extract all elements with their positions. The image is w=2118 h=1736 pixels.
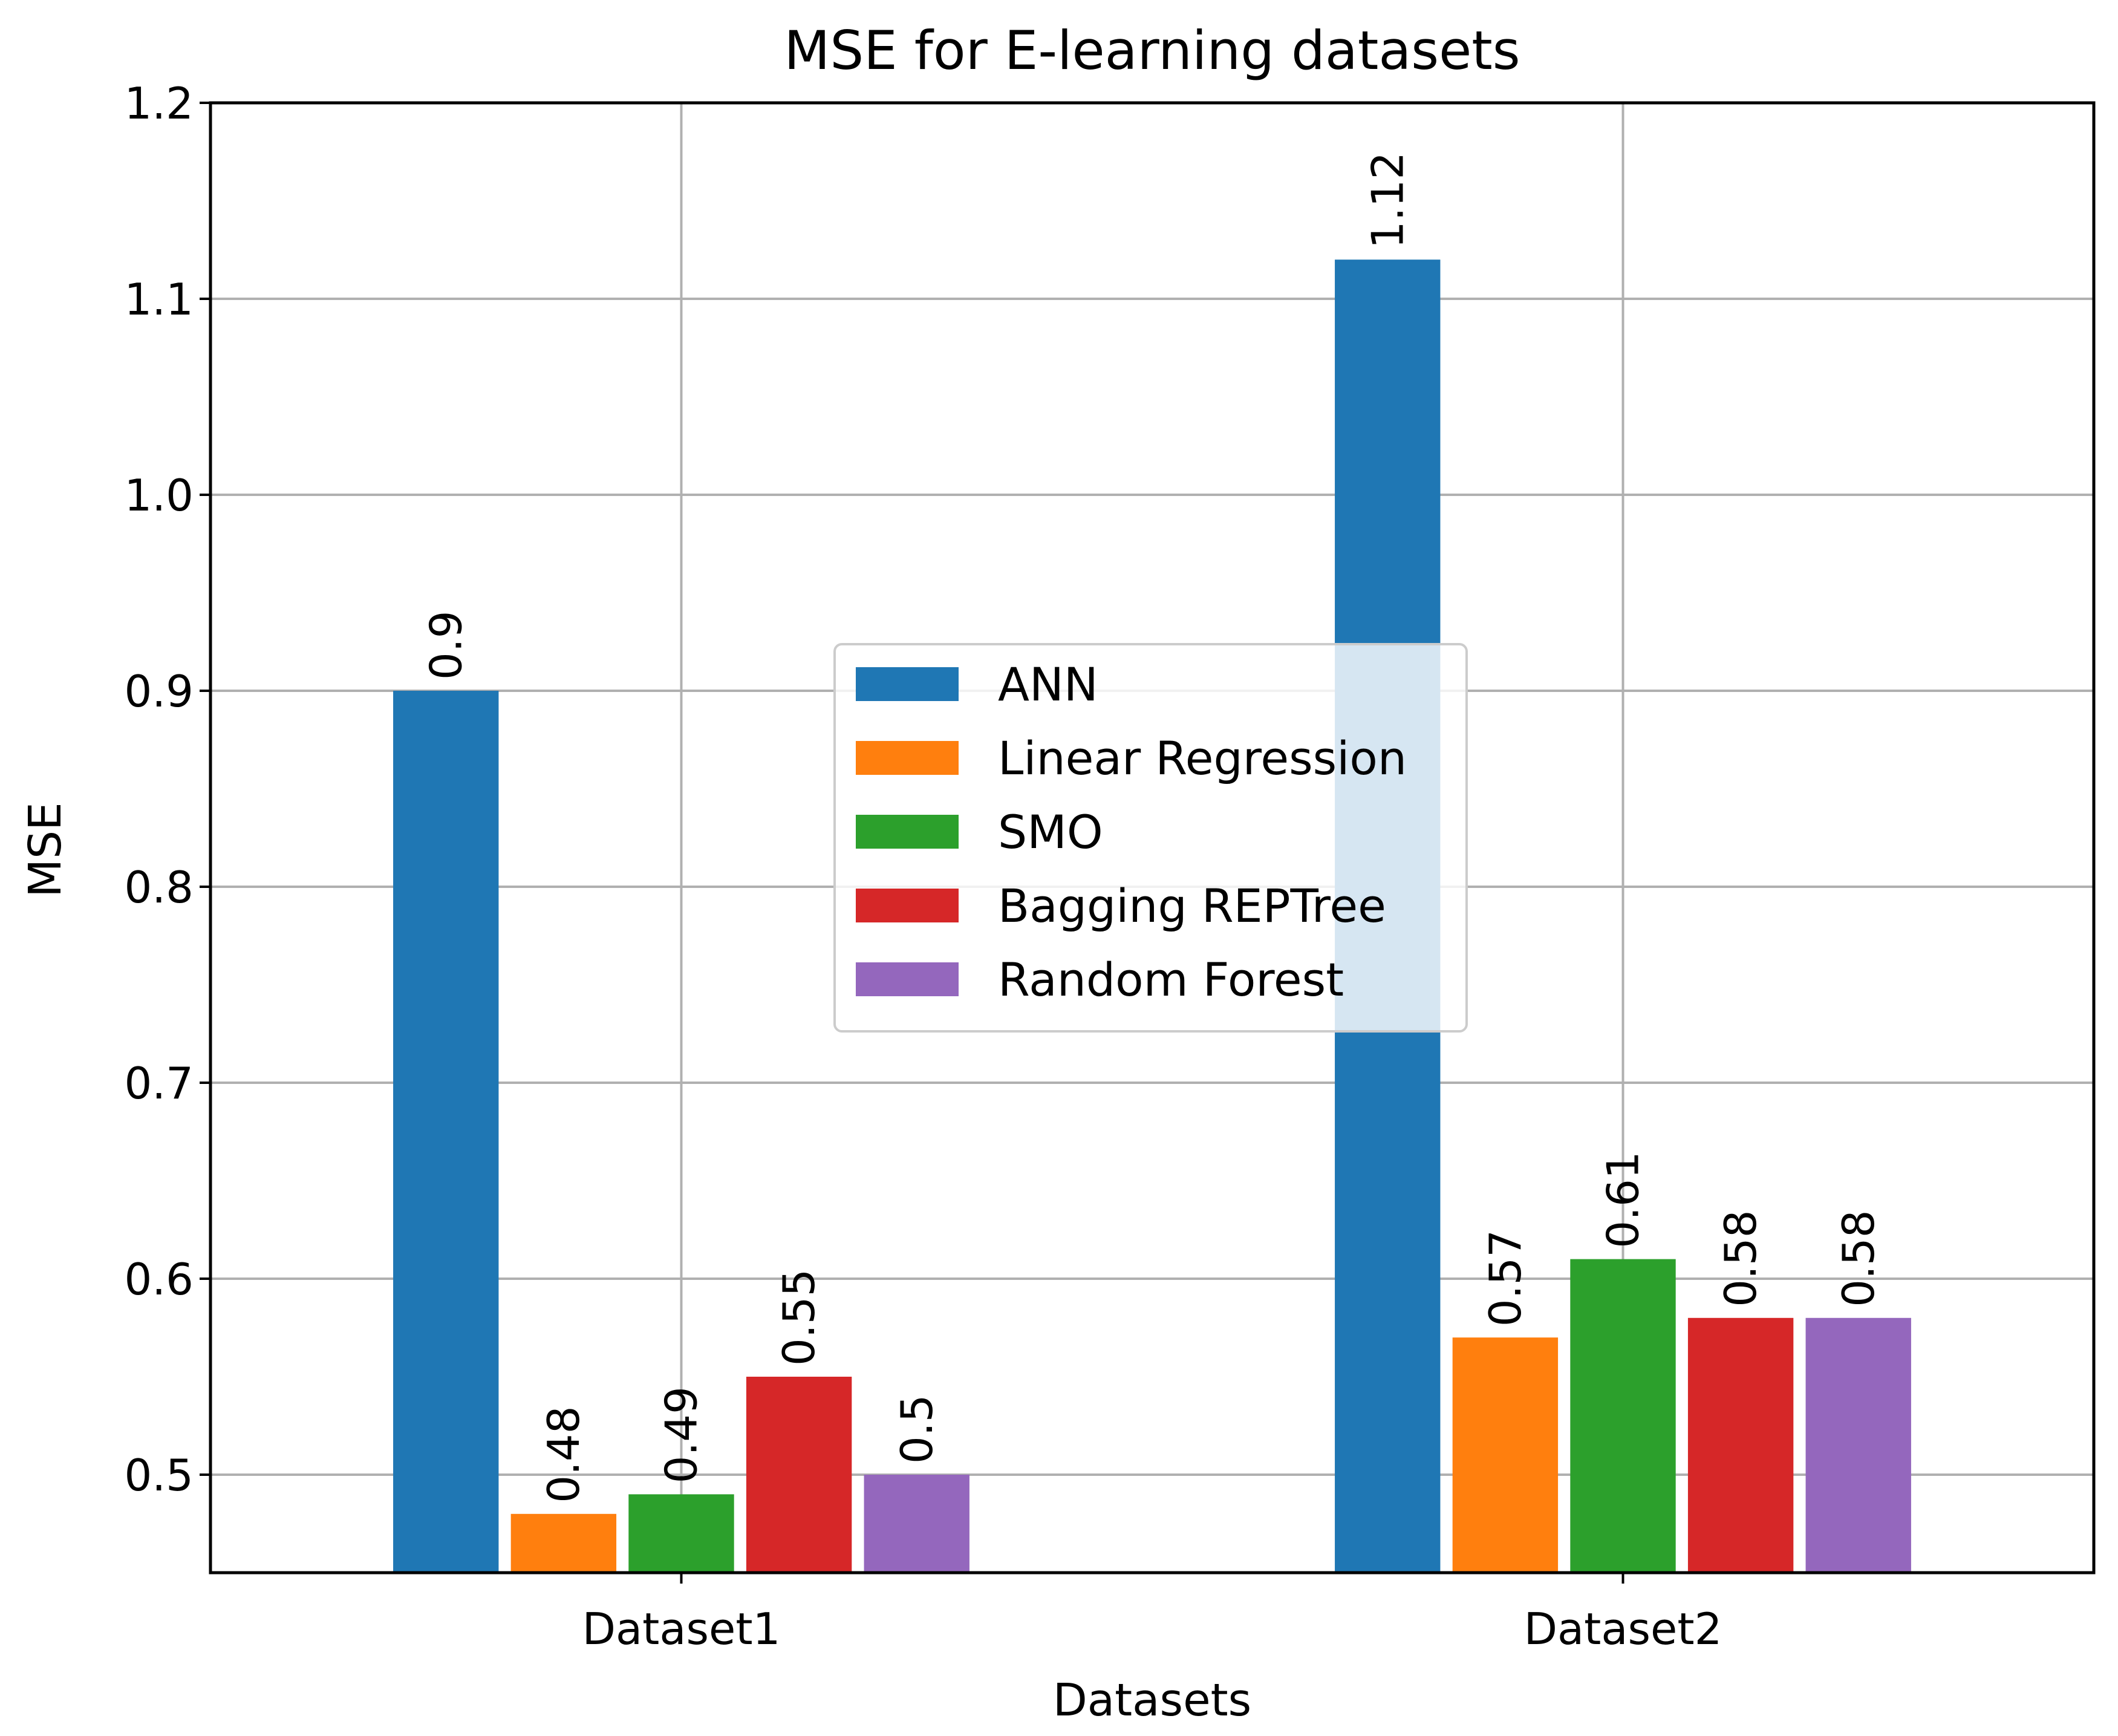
bar-value-label: 0.58 (1833, 1210, 1884, 1307)
legend: ANN Linear Regression SMO Bagging REPTree Ra… (833, 643, 1468, 1033)
x-axis-label: Datasets (1053, 1674, 1251, 1726)
bar-linear-regression-dataset1 (510, 1513, 617, 1573)
legend-swatch-smo (856, 815, 959, 849)
bar-value-label: 0.58 (1715, 1210, 1766, 1307)
bar-random-forest-dataset2 (1805, 1317, 1911, 1573)
bar-value-label: 0.55 (774, 1269, 824, 1366)
y-tick-label: 0.9 (124, 666, 194, 717)
bar-ann-dataset1 (393, 691, 499, 1573)
legend-swatch-linear-regression (856, 741, 959, 775)
legend-box (833, 643, 1468, 1033)
y-tick-label: 0.7 (124, 1058, 194, 1109)
plot-frame (209, 101, 2096, 1574)
y-tick-label: 0.5 (124, 1450, 194, 1501)
x-tick-label: Dataset1 (582, 1604, 781, 1654)
bar-bagging-reptree-dataset1 (746, 1377, 852, 1573)
bar-value-label: 0.49 (656, 1386, 707, 1483)
bar-linear-regression-dataset2 (1452, 1337, 1559, 1573)
bar-value-label: 0.48 (538, 1406, 589, 1503)
bar-value-label: 1.12 (1362, 152, 1413, 249)
y-tick-label: 0.8 (124, 862, 194, 913)
legend-label-smo: SMO (998, 805, 1103, 859)
bar-value-label: 0.61 (1598, 1151, 1649, 1248)
legend-label-random-forest: Random Forest (998, 953, 1344, 1007)
legend-label-bagging-reptree: Bagging REPTree (998, 879, 1386, 933)
bar-value-label: 0.9 (420, 610, 471, 680)
bar-random-forest-dataset1 (864, 1475, 969, 1573)
y-tick-label: 1.0 (124, 470, 194, 521)
legend-swatch-bagging-reptree (856, 889, 959, 922)
bar-labels-layer: 0.9 1.12 0.48 0.57 0.49 0.61 0.55 0.58 0.5 0.58 (420, 152, 1884, 1503)
bar-value-label: 0.5 (891, 1394, 942, 1464)
y-axis-label: MSE (19, 802, 71, 898)
legend-label-ann: ANN (998, 658, 1098, 711)
bar-bagging-reptree-dataset2 (1687, 1317, 1794, 1573)
bar-smo-dataset2 (1570, 1259, 1676, 1573)
y-tick-label: 1.1 (124, 274, 194, 325)
bar-value-label: 0.57 (1480, 1230, 1531, 1326)
legend-swatch-ann (856, 667, 959, 701)
y-tick-label: 0.6 (124, 1254, 194, 1305)
ticks-layer: 0.5 0.6 0.7 0.8 0.9 1.0 1.1 1.2 Dataset1 Dataset2 (124, 78, 1722, 1654)
x-tick-label: Dataset2 (1524, 1604, 1722, 1654)
chart-title: MSE for E-learning datasets (784, 19, 1520, 82)
bar-smo-dataset1 (628, 1494, 734, 1573)
legend-swatch-random-forest (856, 962, 959, 996)
y-tick-label: 1.2 (124, 78, 194, 129)
legend-label-linear-regression: Linear Regression (998, 731, 1407, 785)
